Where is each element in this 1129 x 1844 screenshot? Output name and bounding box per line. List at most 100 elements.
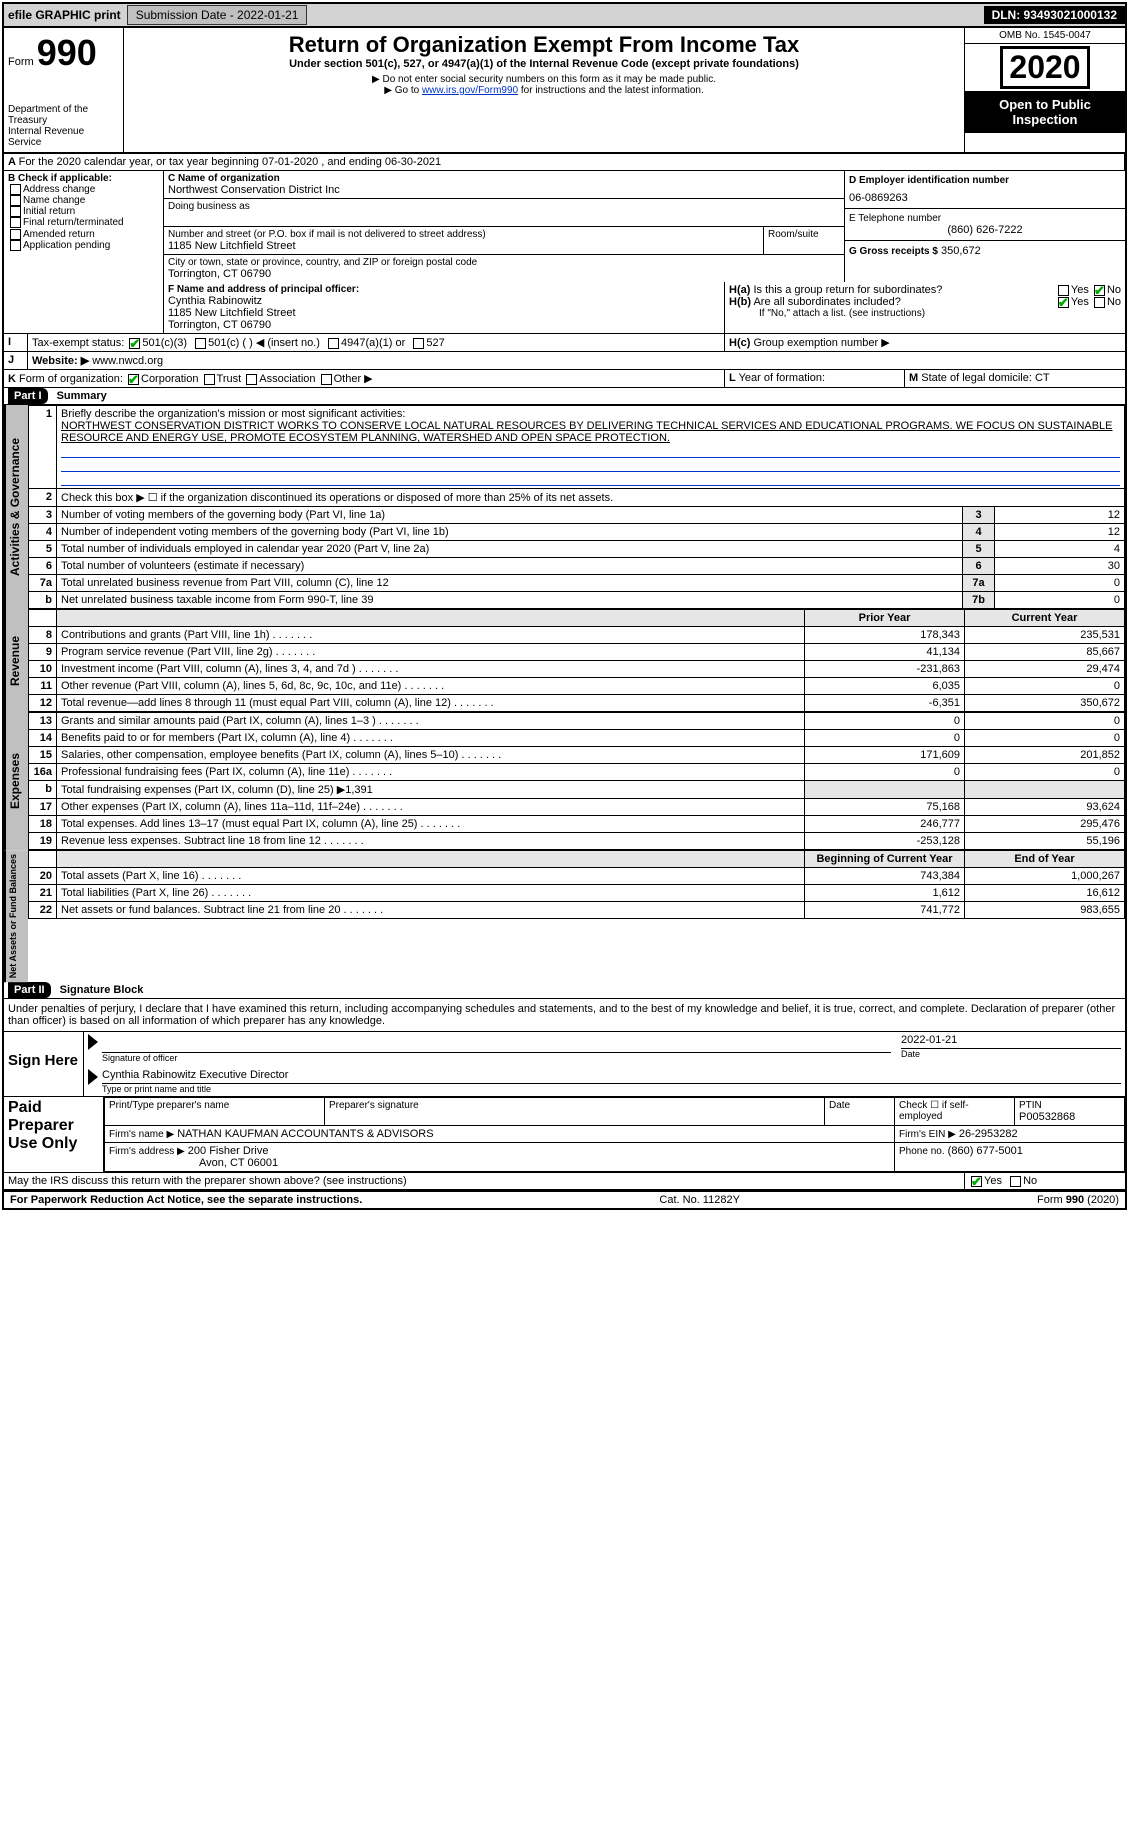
ein: 06-0869263	[849, 186, 1121, 204]
gross-receipts: 350,672	[941, 245, 981, 257]
firm-ein: 26-2953282	[959, 1128, 1018, 1140]
line5-text: Total number of individuals employed in …	[57, 541, 963, 558]
firm-ein-label: Firm's EIN ▶	[899, 1129, 956, 1140]
line7a-val: 0	[995, 575, 1125, 592]
phone-val: (860) 677-5001	[948, 1145, 1023, 1157]
yes-label: Yes	[1071, 284, 1089, 296]
k-label: Form of organization:	[19, 373, 123, 385]
table-row: 11Other revenue (Part VIII, column (A), …	[29, 678, 1125, 695]
dba-label: Doing business as	[168, 201, 840, 212]
j-label: Website: ▶	[32, 355, 89, 367]
date-line: Date	[901, 1048, 1121, 1059]
table-row: 16aProfessional fundraising fees (Part I…	[29, 764, 1125, 781]
form-ref: Form 990 (2020)	[1037, 1194, 1119, 1206]
toolbar: efile GRAPHIC print Submission Date - 20…	[4, 4, 1125, 28]
beg-year-hdr: Beginning of Current Year	[805, 851, 965, 868]
cat-no: Cat. No. 11282Y	[659, 1194, 740, 1206]
part1-title: Summary	[51, 390, 107, 402]
firm-addr1: 200 Fisher Drive	[188, 1145, 269, 1157]
table-row: 18Total expenses. Add lines 13–17 (must …	[29, 816, 1125, 833]
form-word: Form	[8, 56, 34, 68]
sig-date: 2022-01-21	[901, 1034, 1121, 1046]
sign-here-label: Sign Here	[4, 1032, 84, 1096]
table-row: 15Salaries, other compensation, employee…	[29, 747, 1125, 764]
website: www.nwcd.org	[92, 355, 163, 367]
vtab-expenses: Expenses	[4, 712, 28, 850]
footer: For Paperwork Reduction Act Notice, see …	[4, 1190, 1125, 1208]
dept-line1: Department of the Treasury	[8, 104, 119, 126]
k-corp: Corporation	[141, 373, 198, 385]
omb-number: OMB No. 1545-0047	[965, 28, 1125, 44]
table-row: 20Total assets (Part X, line 16) . . . .…	[29, 868, 1125, 885]
firm-addr-label: Firm's address ▶	[109, 1146, 185, 1157]
f-label: F Name and address of principal officer:	[168, 284, 720, 295]
period-line: A For the 2020 calendar year, or tax yea…	[4, 153, 1125, 171]
c-name-label: C Name of organization	[168, 173, 840, 184]
phone-label: Phone no.	[899, 1146, 945, 1157]
line4-text: Number of independent voting members of …	[57, 524, 963, 541]
discuss-yes: Yes	[984, 1175, 1002, 1187]
line1-label: Briefly describe the organization's miss…	[61, 408, 405, 420]
firm-addr2: Avon, CT 06001	[109, 1157, 278, 1169]
addr-label: Number and street (or P.O. box if mail i…	[168, 229, 759, 240]
officer-name: Cynthia Rabinowitz	[168, 295, 720, 307]
type-name-line: Type or print name and title	[102, 1083, 1121, 1094]
self-employed: Check ☐ if self-employed	[899, 1100, 1010, 1122]
part2-label: Part II	[8, 982, 51, 998]
pra-notice: For Paperwork Reduction Act Notice, see …	[10, 1194, 362, 1206]
e-label: E Telephone number	[849, 213, 1121, 224]
org-name: Northwest Conservation District Inc	[168, 184, 840, 196]
instructions-link[interactable]: www.irs.gov/Form990	[422, 85, 518, 96]
declaration: Under penalties of perjury, I declare th…	[4, 999, 1125, 1032]
table-row: 17Other expenses (Part IX, column (A), l…	[29, 799, 1125, 816]
line4-val: 12	[995, 524, 1125, 541]
dln-label: DLN: 93493021000132	[984, 6, 1125, 24]
table-row: 9Program service revenue (Part VIII, lin…	[29, 644, 1125, 661]
discuss-no: No	[1023, 1175, 1037, 1187]
tax-year: 2020	[1000, 46, 1089, 89]
firm-name: NATHAN KAUFMAN ACCOUNTANTS & ADVISORS	[177, 1128, 433, 1140]
end-year-hdr: End of Year	[965, 851, 1125, 868]
form-ref-no: 990	[1066, 1194, 1084, 1206]
part2-header: Part II Signature Block	[4, 982, 1125, 999]
line3-val: 12	[995, 507, 1125, 524]
g-label: G Gross receipts $	[849, 246, 938, 257]
ptin-label: PTIN	[1019, 1100, 1120, 1111]
line6-val: 30	[995, 558, 1125, 575]
city-state-zip: Torrington, CT 06790	[168, 268, 840, 280]
d-label: D Employer identification number	[849, 175, 1121, 186]
b-label: B Check if applicable:	[8, 173, 159, 184]
k-assoc: Association	[259, 373, 315, 385]
prep-date-label: Date	[829, 1100, 890, 1111]
mission-text: NORTHWEST CONSERVATION DISTRICT WORKS TO…	[61, 420, 1113, 444]
i-label: Tax-exempt status:	[32, 337, 124, 349]
line6-text: Total number of volunteers (estimate if …	[57, 558, 963, 575]
b-opt-initial: Initial return	[8, 206, 159, 217]
form-title: Return of Organization Exempt From Incom…	[128, 32, 960, 58]
paid-preparer-label: Paid Preparer Use Only	[4, 1097, 104, 1172]
b-opt-name: Name change	[8, 195, 159, 206]
l-label: Year of formation:	[739, 372, 825, 384]
part1-header: Part I Summary	[4, 388, 1125, 405]
b-opt-final: Final return/terminated	[8, 217, 159, 228]
table-row: 8Contributions and grants (Part VIII, li…	[29, 627, 1125, 644]
officer-addr2: Torrington, CT 06790	[168, 319, 720, 331]
table-row: 21Total liabilities (Part X, line 26) . …	[29, 885, 1125, 902]
table-row: 13Grants and similar amounts paid (Part …	[29, 713, 1125, 730]
efile-label: efile GRAPHIC print	[4, 8, 125, 22]
vtab-governance: Activities & Governance	[4, 405, 28, 609]
prep-name-label: Print/Type preparer's name	[109, 1100, 320, 1111]
b-opt-amended-label: Amended return	[23, 229, 95, 240]
prior-year-hdr: Prior Year	[805, 610, 965, 627]
part1-label: Part I	[8, 388, 48, 404]
h-c-label: Group exemption number ▶	[753, 337, 889, 349]
part2-title: Signature Block	[54, 984, 144, 996]
arrow-icon-2	[88, 1069, 98, 1085]
h-a-label: Is this a group return for subordinates?	[753, 284, 942, 296]
line7b-val: 0	[995, 592, 1125, 609]
sig-officer-line: Signature of officer	[102, 1052, 891, 1063]
no-label-2: No	[1107, 296, 1121, 308]
table-row: 19Revenue less expenses. Subtract line 1…	[29, 833, 1125, 850]
i-4947: 4947(a)(1) or	[341, 337, 405, 349]
submission-date-button[interactable]: Submission Date - 2022-01-21	[127, 5, 308, 25]
